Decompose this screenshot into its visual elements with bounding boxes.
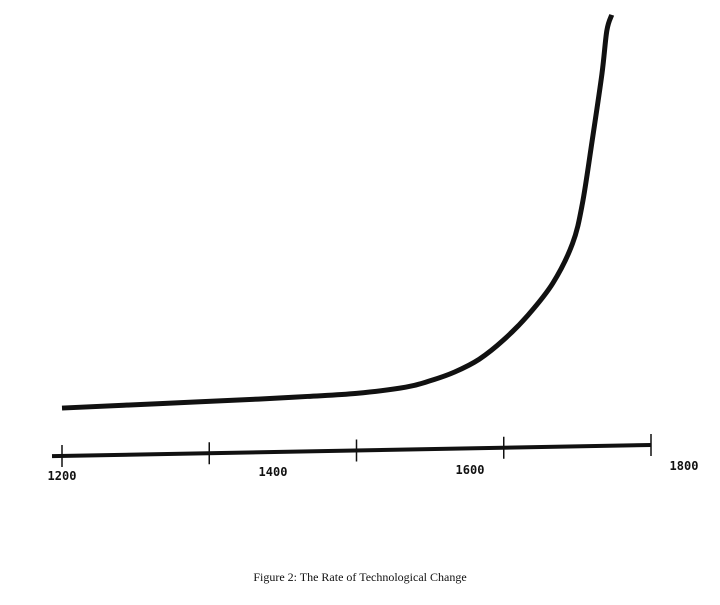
series-line-0 <box>61 14 615 411</box>
x-axis <box>51 443 652 459</box>
x-axis-line <box>51 443 652 459</box>
figure-caption: Figure 2: The Rate of Technological Chan… <box>253 570 467 584</box>
x-axis-ticks <box>61 434 652 467</box>
x-axis-tick-labels: 1200 1400 1600 1800 <box>48 459 699 483</box>
x-tick-label-1600: 1600 <box>456 463 485 477</box>
x-tick-label-1800: 1800 <box>670 459 699 473</box>
x-tick-label-1400: 1400 <box>259 465 288 479</box>
series-layer <box>61 14 615 411</box>
x-tick-label-1200: 1200 <box>48 469 77 483</box>
